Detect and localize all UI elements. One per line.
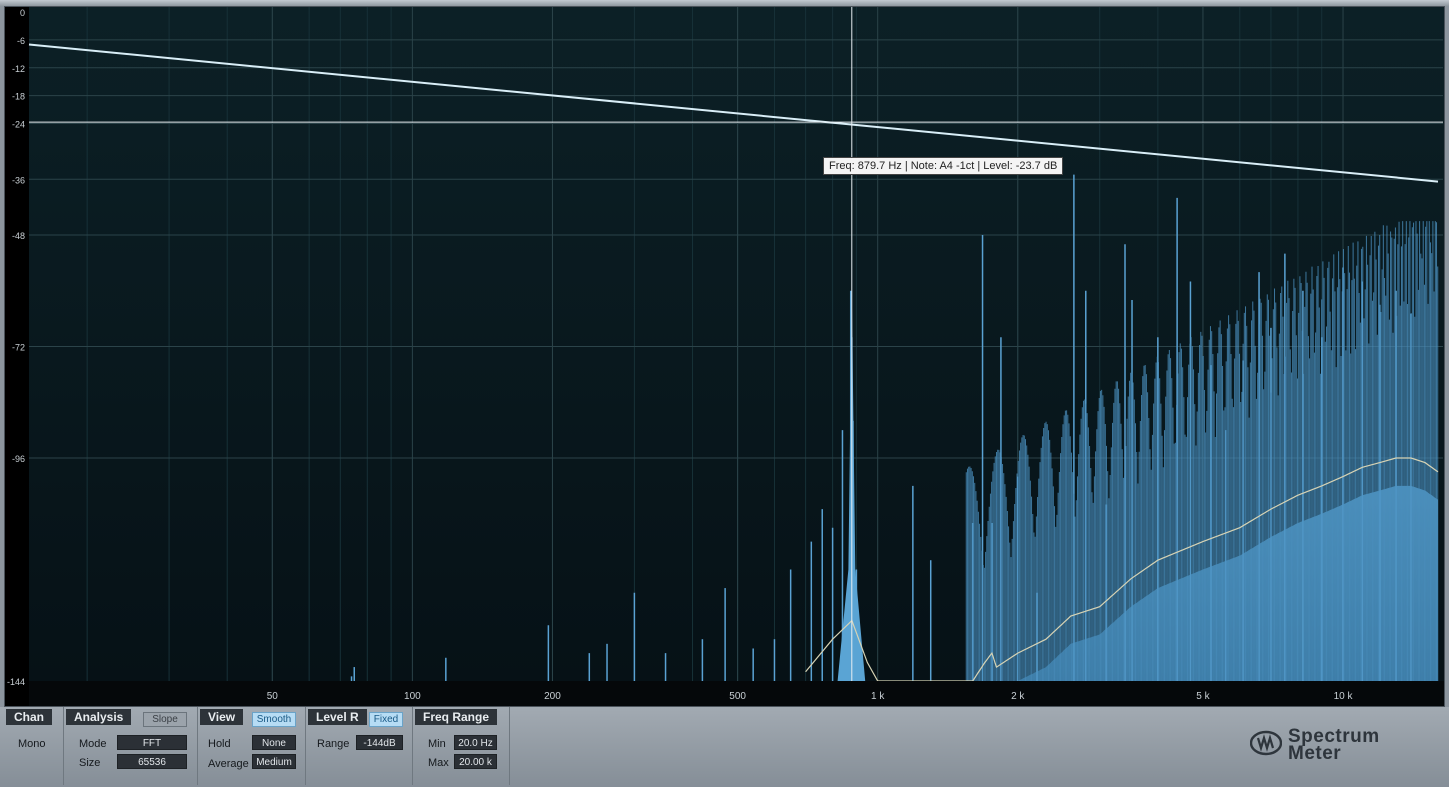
freq-range-section: Freq Range Min 20.0 Hz Max 20.00 k — [413, 707, 510, 785]
plugin-logo: Spectrum Meter — [1250, 726, 1430, 768]
chan-section: Chan Mono — [4, 707, 64, 785]
view-title: View — [200, 709, 244, 725]
plugin-name-line2: Meter — [1288, 743, 1342, 764]
chan-title: Chan — [6, 709, 52, 725]
hold-select[interactable]: None — [252, 735, 296, 750]
y-tick-label: -24 — [12, 120, 25, 130]
plugin-name: Spectrum Meter — [1288, 726, 1380, 764]
slope-line — [28, 43, 1439, 183]
analyzer-display[interactable]: 0 -6 -12 -18 -24 -36 -48 -72 -96 -144 50 100 200 500 1… — [4, 6, 1445, 707]
min-label: Min — [428, 738, 446, 750]
x-tick-label: 2 k — [1011, 691, 1025, 702]
x-tick-label: 5 k — [1196, 691, 1210, 702]
x-tick-label: 10 k — [1334, 691, 1354, 702]
analysis-title: Analysis — [66, 709, 132, 725]
fixed-toggle[interactable]: Fixed — [369, 712, 403, 727]
average-select[interactable]: Medium — [252, 754, 296, 769]
average-label: Average — [208, 758, 249, 770]
y-tick-label: -72 — [12, 343, 25, 353]
spectrum-plot[interactable]: 0 -6 -12 -18 -24 -36 -48 -72 -96 -144 50 100 200 500 1… — [5, 7, 1444, 706]
x-tick-label: 100 — [404, 691, 421, 702]
x-tick-label: 50 — [267, 691, 279, 702]
max-freq-field[interactable]: 20.00 k — [454, 754, 497, 769]
size-label: Size — [79, 757, 101, 769]
analysis-section: Analysis Slope Mode FFT Size 65536 — [64, 707, 198, 785]
level-range-section: Level R Fixed Range -144dB — [306, 707, 413, 785]
range-select[interactable]: -144dB — [356, 735, 403, 750]
x-tick-label: 1 k — [871, 691, 885, 702]
smooth-toggle[interactable]: Smooth — [252, 712, 296, 727]
title-bar — [0, 0, 1449, 6]
y-tick-label: -36 — [12, 175, 25, 185]
slope-toggle[interactable]: Slope — [143, 712, 187, 727]
plugin-name-line1: Spectrum — [1288, 726, 1380, 747]
level-range-title: Level R — [308, 709, 367, 725]
x-axis-strip — [29, 681, 1444, 706]
y-tick-label: -12 — [12, 64, 25, 74]
y-tick-label: -6 — [17, 36, 25, 46]
range-label: Range — [317, 738, 350, 750]
y-tick-label: 0 — [20, 8, 25, 18]
hold-label: Hold — [208, 738, 231, 750]
control-panel: Chan Mono Analysis Slope Mode FFT Size 6… — [0, 707, 1449, 787]
freq-range-title: Freq Range — [415, 709, 498, 725]
x-tick-label: 500 — [729, 691, 746, 702]
view-section: View Smooth Hold None Average Medium — [198, 707, 306, 785]
mode-select[interactable]: FFT — [117, 735, 187, 750]
min-freq-field[interactable]: 20.0 Hz — [454, 735, 497, 750]
y-tick-label: -144 — [7, 677, 25, 687]
x-tick-label: 200 — [544, 691, 561, 702]
presonus-logo-icon — [1250, 730, 1282, 756]
max-label: Max — [428, 757, 449, 769]
y-tick-label: -18 — [12, 92, 25, 102]
y-tick-label: -96 — [12, 454, 25, 464]
mode-label: Mode — [79, 738, 107, 750]
size-select[interactable]: 65536 — [117, 754, 187, 769]
cursor-readout-tooltip: Freq: 879.7 Hz | Note: A4 -1ct | Level: … — [823, 157, 1064, 175]
chan-mode-value[interactable]: Mono — [18, 738, 46, 750]
y-tick-label: -48 — [12, 231, 25, 241]
